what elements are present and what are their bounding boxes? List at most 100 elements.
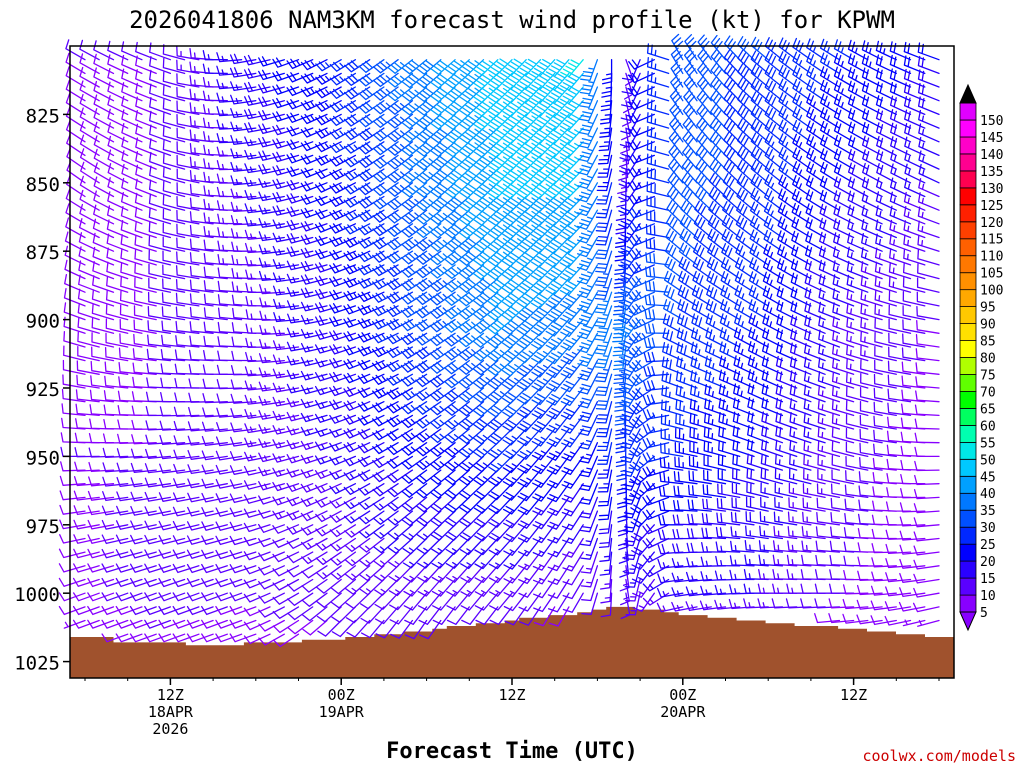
- wind-barb: [831, 455, 855, 471]
- wind-barb: [287, 606, 314, 621]
- wind-barb: [546, 401, 570, 420]
- wind-barb: [732, 439, 755, 458]
- wind-barb: [612, 332, 627, 357]
- wind-barb: [119, 333, 143, 348]
- wind-barb: [763, 215, 784, 239]
- colorbar-label: 5: [980, 606, 988, 621]
- wind-barb: [828, 613, 855, 624]
- wind-barb: [502, 387, 527, 405]
- wind-barb: [272, 151, 300, 163]
- wind-barb: [918, 150, 940, 170]
- wind-barb: [833, 93, 855, 116]
- wind-barb: [715, 541, 741, 553]
- wind-barb: [914, 432, 940, 444]
- wind-barb: [775, 411, 798, 430]
- wind-barb: [488, 86, 513, 104]
- wind-barb: [258, 244, 285, 255]
- wind-barb: [487, 223, 513, 240]
- wind-barb: [746, 439, 769, 458]
- wind-barb: [530, 318, 556, 337]
- wind-barb: [272, 633, 300, 648]
- wind-barb: [599, 100, 613, 125]
- wind-barb: [628, 59, 655, 70]
- wind-barb: [144, 534, 172, 545]
- wind-barb: [429, 414, 456, 430]
- wind-barb: [92, 261, 115, 280]
- wind-barb: [802, 511, 826, 526]
- wind-barb: [401, 223, 428, 238]
- wind-barb: [914, 474, 940, 486]
- wind-barb: [158, 577, 186, 588]
- wind-barb: [873, 401, 897, 417]
- wind-barb: [230, 108, 257, 119]
- wind-barb: [76, 360, 100, 375]
- wind-barb: [545, 223, 570, 241]
- wind-barb: [459, 483, 485, 500]
- wind-barb: [764, 37, 784, 61]
- wind-barb: [646, 70, 670, 88]
- wind-barb: [272, 124, 300, 136]
- wind-barb: [777, 202, 798, 225]
- colorbar-swatch: [959, 323, 977, 342]
- colorbar-swatch: [959, 543, 977, 562]
- wind-barb: [429, 442, 456, 457]
- wind-barb: [847, 80, 869, 102]
- wind-barb: [473, 113, 499, 131]
- wind-barb: [162, 236, 186, 252]
- wind-barb: [861, 190, 883, 211]
- wind-barb: [87, 505, 115, 516]
- wind-barb: [873, 443, 897, 458]
- wind-barb: [134, 277, 157, 293]
- wind-barb: [473, 86, 499, 104]
- wind-barb: [733, 341, 755, 362]
- wind-barb: [216, 65, 243, 76]
- wind-barb: [668, 130, 684, 157]
- wind-barb: [545, 154, 570, 172]
- wind-barb: [388, 578, 414, 597]
- wind-barb: [803, 398, 826, 417]
- wind-barb: [444, 483, 470, 500]
- colorbar-swatch: [959, 577, 977, 596]
- wind-barb: [300, 274, 328, 285]
- wind-barb: [343, 127, 371, 141]
- wind-barb: [472, 277, 499, 294]
- wind-barb: [107, 67, 129, 88]
- wind-barb: [186, 619, 214, 629]
- wind-barb: [660, 413, 684, 430]
- wind-barb: [844, 512, 869, 526]
- wind-barb: [79, 175, 100, 198]
- wind-barb: [92, 218, 115, 239]
- wind-barb: [432, 606, 456, 625]
- wind-barb: [691, 299, 712, 321]
- wind-barb: [860, 289, 883, 307]
- wind-barb: [116, 505, 143, 516]
- wind-barb: [79, 203, 100, 225]
- wind-barb: [502, 100, 527, 118]
- wind-barb: [59, 490, 86, 501]
- wind-barb: [272, 232, 300, 243]
- wind-barb: [107, 122, 129, 143]
- wind-barb: [596, 414, 613, 438]
- x-tick-label: 00Z: [328, 686, 355, 704]
- wind-barb: [885, 543, 912, 555]
- wind-barb: [130, 534, 157, 545]
- colorbar-label: 55: [980, 436, 996, 451]
- wind-barb: [703, 469, 727, 485]
- wind-barb: [875, 67, 897, 88]
- wind-barb: [561, 442, 584, 462]
- wind-barb: [874, 289, 897, 307]
- wind-barb: [473, 195, 499, 213]
- wind-barb: [472, 291, 499, 307]
- wind-barb: [372, 195, 399, 210]
- wind-barb: [272, 410, 300, 421]
- wind-barb: [748, 299, 769, 321]
- wind-barb: [778, 133, 798, 157]
- wind-barb: [600, 592, 613, 618]
- wind-barb: [890, 163, 912, 184]
- wind-barb: [516, 58, 542, 77]
- wind-barb: [176, 59, 200, 75]
- wind-barb: [75, 403, 100, 417]
- wind-barb: [358, 510, 385, 525]
- wind-barb: [358, 168, 385, 182]
- wind-barb: [216, 79, 243, 90]
